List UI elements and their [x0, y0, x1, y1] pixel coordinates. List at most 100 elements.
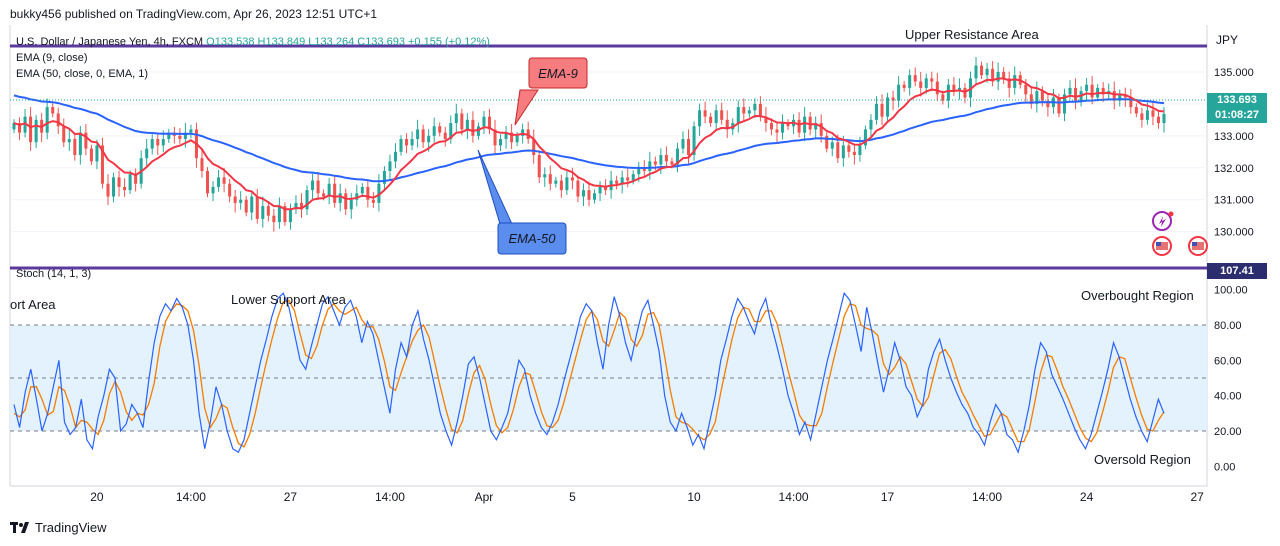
candle-body — [504, 132, 508, 140]
candle-body — [1129, 97, 1133, 108]
candle-body — [924, 78, 928, 88]
candle — [537, 150, 541, 184]
candle-body — [686, 139, 691, 155]
candle-body — [604, 186, 608, 191]
time-tick-label: 14:00 — [972, 490, 1002, 504]
candle — [460, 108, 464, 136]
candle — [34, 115, 38, 148]
stoch-band-fill — [10, 325, 1207, 431]
alert-icon[interactable] — [1152, 211, 1174, 231]
symbol-name[interactable]: U.S. Dollar / Japanese Yen, 4h, FXCM — [16, 36, 204, 48]
candle-body — [432, 126, 436, 136]
candle-body — [1068, 87, 1072, 95]
candle-body — [786, 123, 790, 127]
candle — [841, 135, 845, 167]
stoch-axis-labels: 0.00 20.00 40.00 60.00 80.00 100.00 — [1214, 285, 1248, 474]
candle — [725, 110, 729, 139]
stoch-tick-label: 100.00 — [1214, 285, 1248, 297]
candle — [780, 114, 785, 140]
time-axis-labels: 20 14:00 27 14:00 Apr 5 10 14:00 17 14:00 24 27 — [90, 490, 1204, 504]
candle-body — [233, 196, 237, 203]
legend-ema50[interactable]: EMA (50, close, 0, EMA, 1) — [16, 68, 149, 80]
candle — [51, 103, 55, 118]
candle — [117, 170, 121, 197]
candle — [29, 107, 33, 151]
candle-body — [1002, 71, 1006, 79]
ema9-callout-box — [528, 57, 588, 89]
candle-body — [543, 174, 547, 178]
candle-body — [642, 167, 646, 171]
candle — [78, 125, 82, 165]
candle — [709, 112, 713, 127]
candle-body — [891, 97, 895, 101]
candle-body — [117, 177, 121, 187]
us-flag-icon[interactable] — [1152, 236, 1172, 256]
candle-body — [747, 110, 751, 114]
candle — [100, 137, 104, 189]
candle-body — [714, 110, 718, 124]
candle — [1029, 86, 1033, 109]
candle-body — [709, 116, 713, 124]
candle-body — [427, 135, 431, 143]
stoch-legend[interactable]: Stoch (14, 1, 3) — [16, 268, 92, 280]
ema50-callout-text: EMA-50 — [509, 231, 557, 246]
candle — [366, 181, 370, 208]
candle — [620, 170, 624, 194]
candle-body — [841, 145, 845, 159]
candle-body — [288, 209, 292, 223]
candle-body — [836, 142, 840, 159]
footer-brand[interactable]: TradingView — [35, 520, 107, 535]
upper-resistance-label: Upper Resistance Area — [905, 27, 1039, 42]
ema9-callout-text: EMA-9 — [538, 66, 578, 81]
candle-body — [382, 170, 386, 184]
candle — [399, 135, 403, 156]
candle — [128, 170, 132, 194]
tradingview-logo-icon — [10, 521, 29, 533]
candle — [1013, 66, 1017, 95]
candle-body — [725, 119, 729, 130]
us-flag-icon-2[interactable] — [1188, 236, 1208, 256]
candle-body — [758, 103, 762, 117]
candle-body — [405, 139, 409, 146]
candle-body — [106, 183, 110, 197]
stoch-lines — [13, 291, 1165, 454]
candle — [1085, 78, 1089, 101]
stoch-tick-label: 20.00 — [1214, 426, 1242, 438]
footer: TradingView — [10, 520, 107, 535]
candle — [211, 181, 215, 201]
candle-body — [1134, 107, 1138, 114]
candle — [935, 72, 939, 102]
candle-body — [56, 113, 60, 127]
legend-ema9[interactable]: EMA (9, close) — [16, 52, 88, 64]
candle-body — [620, 177, 624, 184]
candle — [73, 134, 77, 161]
stoch-band — [10, 324, 1207, 432]
candle — [67, 129, 71, 151]
candle — [775, 122, 779, 143]
candle — [1101, 82, 1105, 102]
candle — [89, 144, 93, 166]
candle — [156, 132, 160, 155]
candle — [559, 174, 563, 198]
candle — [255, 188, 259, 224]
candle-body — [78, 132, 82, 155]
candle-body — [311, 180, 315, 191]
lower-support-label: Lower Support Area — [231, 292, 347, 307]
candle-body — [244, 199, 248, 213]
candles — [12, 56, 1166, 232]
candle-body — [34, 119, 38, 143]
candle — [659, 148, 663, 175]
candle-body — [1057, 97, 1061, 114]
candle-body — [902, 84, 906, 88]
candle-body — [769, 123, 773, 130]
candle-body — [593, 193, 597, 200]
candle-body — [449, 123, 453, 140]
candle-body — [23, 116, 27, 133]
candle — [283, 202, 287, 226]
candle-body — [167, 132, 171, 140]
candle — [664, 146, 668, 169]
candle — [200, 149, 204, 178]
candle — [996, 62, 1000, 91]
candle-body — [521, 129, 525, 136]
